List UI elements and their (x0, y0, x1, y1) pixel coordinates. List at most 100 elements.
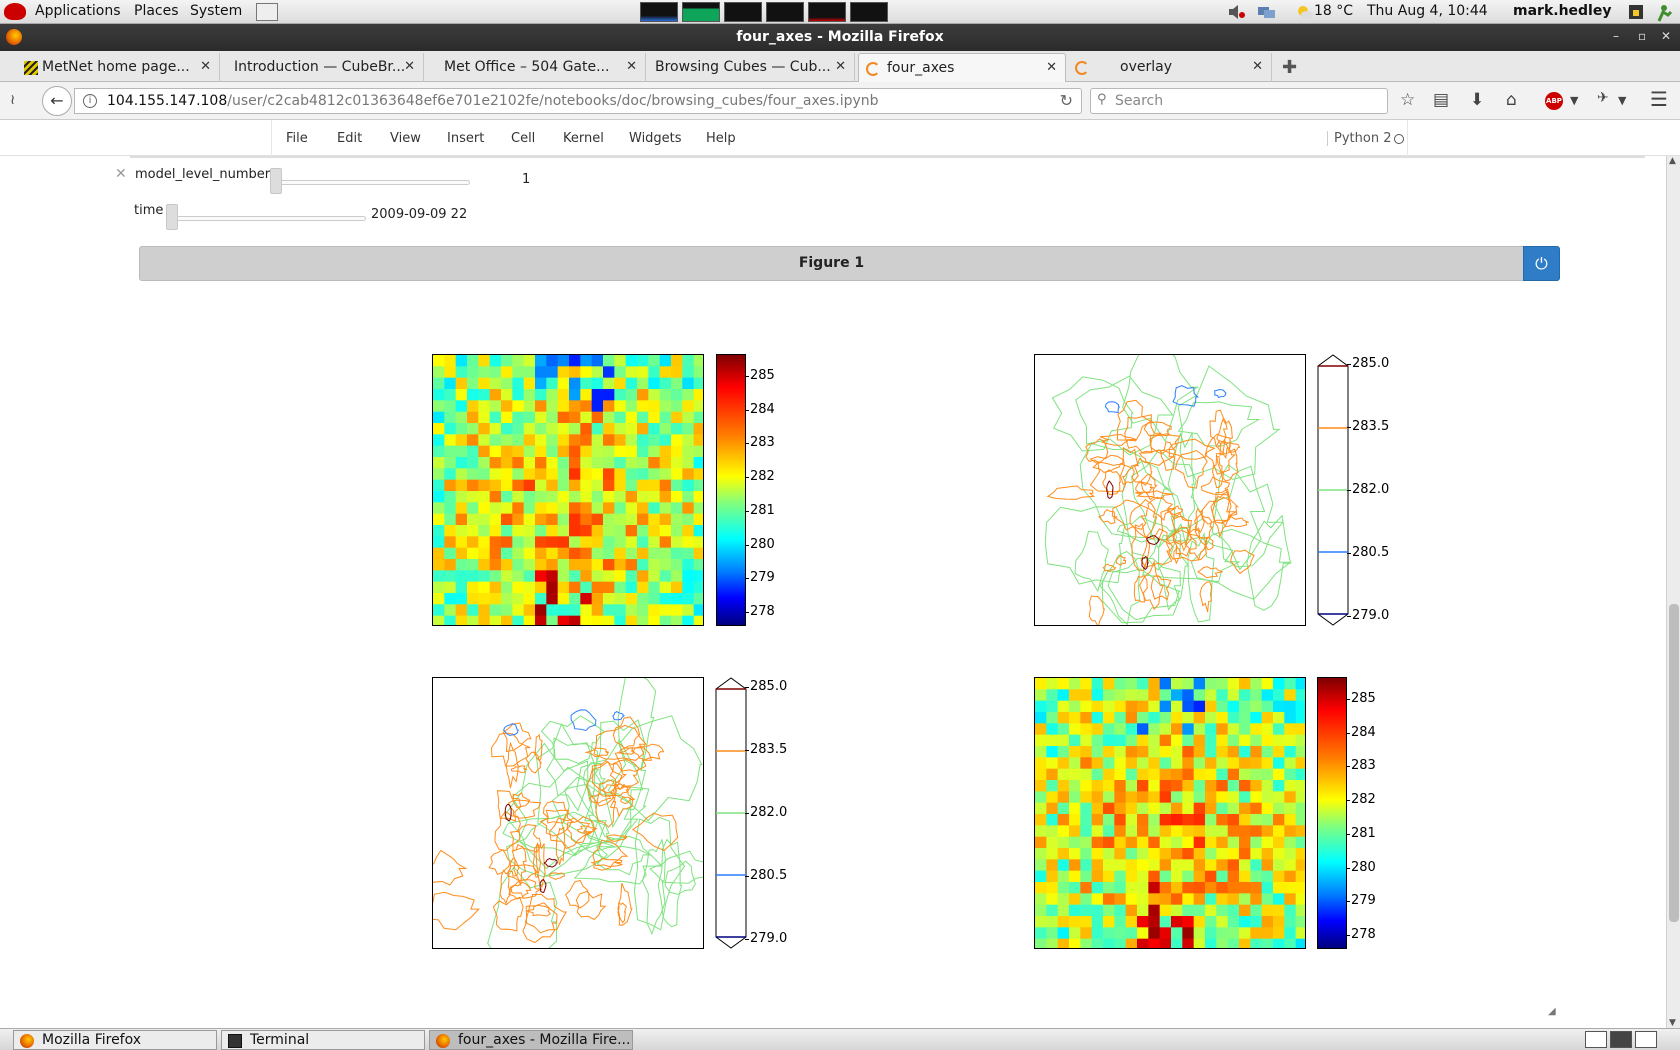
text-editor-launcher-icon[interactable] (256, 3, 278, 21)
pcolor-cell (546, 445, 559, 458)
hamburger-menu-icon[interactable]: ☰ (1650, 87, 1668, 111)
workspace-monitor-net (724, 2, 762, 22)
close-tab-icon[interactable]: ✕ (835, 59, 846, 74)
figure-title-bar[interactable]: Figure 1 (139, 246, 1524, 281)
lock-screen-icon[interactable] (1627, 4, 1645, 20)
pcolor-cell (591, 536, 604, 549)
pcolor-cell (489, 581, 502, 594)
menu-cell[interactable]: Cell (511, 131, 536, 146)
pcolor-plot-bottom-right[interactable] (1034, 677, 1306, 949)
menu-file[interactable]: File (286, 131, 308, 146)
pcolor-cell (1069, 746, 1081, 758)
extension-icon[interactable]: ✈ (1597, 90, 1609, 106)
site-info-icon[interactable]: i (83, 94, 97, 108)
search-input[interactable]: ⚲ Search (1090, 88, 1388, 114)
menu-insert[interactable]: Insert (447, 131, 485, 146)
adblock-plus-icon[interactable]: ABP (1545, 92, 1563, 110)
pcolor-cell (580, 445, 593, 458)
home-icon[interactable]: ⌂ (1506, 90, 1517, 110)
window-titlebar[interactable]: four_axes - Mozilla Firefox – ▫ ✕ (0, 24, 1680, 51)
taskbar-four-axes[interactable]: four_axes - Mozilla Fire... (429, 1030, 633, 1050)
reload-icon[interactable]: ↻ (1059, 91, 1073, 110)
redhat-logo-icon[interactable] (4, 3, 26, 20)
tab-introduction[interactable]: Introduction — CubeBr... ✕ (212, 53, 424, 82)
taskbar-firefox[interactable]: Mozilla Firefox (13, 1030, 217, 1050)
pcolor-cell (1273, 780, 1285, 792)
workspace-2[interactable] (1610, 1031, 1632, 1048)
menu-view[interactable]: View (390, 131, 421, 146)
time-slider-handle[interactable] (166, 204, 178, 230)
pcolor-cell (1284, 870, 1297, 883)
close-window-icon[interactable]: ✕ (1661, 29, 1672, 43)
rss-feed-icon[interactable]: ≀ (10, 92, 16, 108)
contour-plot-top-right[interactable] (1034, 354, 1306, 626)
close-tab-icon[interactable]: ✕ (1252, 59, 1263, 74)
firefox-logo-icon[interactable] (6, 29, 22, 45)
menu-widgets[interactable]: Widgets (629, 131, 682, 146)
search-placeholder: Search (1115, 93, 1164, 109)
close-tab-icon[interactable]: ✕ (1046, 60, 1057, 75)
pcolor-cell (501, 366, 513, 379)
contour-line (607, 715, 703, 822)
system-menu[interactable]: System (190, 3, 243, 19)
tab-metnet[interactable]: MetNet home page... ✕ (20, 53, 220, 82)
chevron-down-icon[interactable]: ▼ (1570, 94, 1579, 107)
downloads-icon[interactable]: ⬇ (1470, 90, 1485, 110)
scrollbar-thumb[interactable] (1669, 604, 1679, 922)
pcolor-cell (659, 457, 672, 469)
network-icon[interactable] (1257, 4, 1275, 20)
close-tab-icon[interactable]: ✕ (200, 59, 211, 74)
user-name[interactable]: mark.hedley (1513, 3, 1612, 19)
model-level-slider[interactable] (276, 180, 470, 185)
taskbar-terminal[interactable]: Terminal (221, 1030, 425, 1050)
pcolor-cell (1069, 780, 1081, 792)
tab-browsing-cubes[interactable]: Browsing Cubes — Cub... ✕ (633, 53, 855, 82)
tab-overlay[interactable]: overlay ✕ (1068, 53, 1272, 82)
contour-plot-bottom-left[interactable] (432, 677, 704, 949)
applications-menu[interactable]: Applications (35, 3, 121, 19)
contour-line (524, 751, 543, 774)
pcolor-cell (603, 502, 615, 515)
menu-help[interactable]: Help (706, 131, 736, 146)
scroll-up-icon[interactable]: ▲ (1669, 156, 1676, 166)
pcolor-cell (591, 445, 604, 458)
pcolor-cell (659, 547, 672, 560)
tab-four-axes[interactable]: four_axes ✕ (858, 53, 1066, 82)
url-bar[interactable]: i 104.155.147.108/user/c2cab4812c0136364… (74, 88, 1082, 114)
pcolor-cell (535, 513, 547, 526)
pcolor-cell (523, 400, 536, 413)
new-tab-icon[interactable]: ✚ (1282, 57, 1298, 78)
reading-list-icon[interactable]: ▤ (1433, 90, 1450, 110)
chevron-down-icon[interactable]: ▼ (1618, 94, 1627, 107)
volume-muted-icon[interactable] (1227, 4, 1245, 20)
page-scrollbar[interactable]: ▲ ▼ (1666, 156, 1680, 1028)
clock[interactable]: Thu Aug 4, 10:44 (1367, 3, 1488, 19)
pcolor-cell (614, 377, 627, 390)
back-button[interactable]: ← (42, 86, 72, 116)
logout-icon[interactable] (1655, 4, 1673, 22)
close-tab-icon[interactable]: ✕ (626, 59, 637, 74)
scroll-down-icon[interactable]: ▼ (1669, 1018, 1676, 1028)
minimize-icon[interactable]: – (1613, 29, 1619, 43)
places-menu[interactable]: Places (134, 3, 179, 19)
menu-kernel[interactable]: Kernel (563, 131, 604, 146)
maximize-icon[interactable]: ▫ (1638, 29, 1647, 43)
resize-handle-icon[interactable]: ◢ (1548, 1006, 1556, 1017)
model-level-slider-handle[interactable] (270, 168, 282, 194)
bookmark-star-icon[interactable]: ☆ (1400, 90, 1416, 110)
workspace-1[interactable] (1585, 1031, 1607, 1048)
close-widget-icon[interactable]: ✕ (115, 166, 127, 182)
kernel-status-icon (1394, 134, 1404, 144)
colorbar-tick-label: 281 (750, 502, 775, 518)
pcolor-cell (1261, 904, 1274, 917)
pcolor-plot-top-left[interactable] (432, 354, 704, 626)
close-tab-icon[interactable]: ✕ (404, 59, 415, 74)
pcolor-cell (1295, 734, 1305, 747)
menu-edit[interactable]: Edit (337, 131, 363, 146)
workspace-3[interactable] (1635, 1031, 1657, 1048)
time-slider[interactable] (172, 216, 366, 221)
weather-temperature[interactable]: 18 °C (1314, 3, 1354, 19)
tab-met-office[interactable]: Met Office – 504 Gate... ✕ (422, 53, 646, 82)
close-figure-power-button[interactable]: ⏻ (1523, 246, 1560, 281)
time-label: time (134, 203, 164, 218)
